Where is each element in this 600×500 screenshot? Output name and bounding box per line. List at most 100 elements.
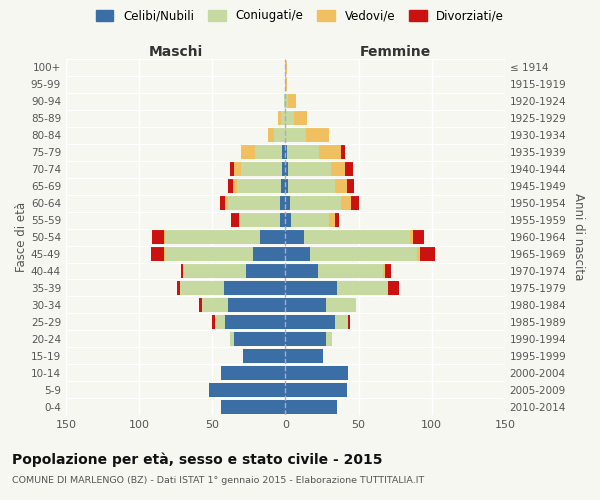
Text: Popolazione per età, sesso e stato civile - 2015: Popolazione per età, sesso e stato civil… — [12, 452, 383, 467]
Bar — [383, 264, 385, 278]
Bar — [294, 112, 307, 126]
Legend: Celibi/Nubili, Coniugati/e, Vedovi/e, Divorziati/e: Celibi/Nubili, Coniugati/e, Vedovi/e, Di… — [92, 6, 508, 26]
Bar — [385, 264, 391, 278]
Bar — [310, 247, 417, 261]
Bar — [280, 213, 286, 227]
Bar — [221, 366, 286, 380]
Bar — [212, 315, 215, 329]
Bar — [286, 60, 287, 74]
Bar — [326, 298, 356, 312]
Bar — [220, 196, 226, 210]
Bar — [228, 179, 233, 193]
Bar — [291, 213, 329, 227]
Bar — [335, 315, 348, 329]
Bar — [181, 264, 183, 278]
Bar — [246, 264, 286, 278]
Bar — [286, 146, 287, 159]
Bar — [287, 146, 319, 159]
Bar — [241, 146, 254, 159]
Bar — [228, 196, 280, 210]
Bar — [199, 298, 202, 312]
Bar — [234, 162, 241, 176]
Bar — [241, 162, 283, 176]
Bar — [164, 230, 166, 244]
Bar — [348, 315, 350, 329]
Bar — [286, 315, 335, 329]
Bar — [230, 332, 234, 346]
Bar — [286, 230, 304, 244]
Bar — [233, 179, 237, 193]
Bar — [341, 196, 351, 210]
Y-axis label: Fasce di età: Fasce di età — [15, 202, 28, 272]
Y-axis label: Anni di nascita: Anni di nascita — [572, 194, 585, 281]
Bar — [286, 112, 294, 126]
Bar — [335, 213, 340, 227]
Bar — [183, 264, 184, 278]
Bar — [283, 146, 286, 159]
Bar — [286, 213, 291, 227]
Bar — [281, 112, 286, 126]
Bar — [286, 349, 323, 362]
Bar — [288, 179, 335, 193]
Bar — [286, 298, 326, 312]
Bar — [284, 94, 286, 108]
Bar — [288, 94, 296, 108]
Bar — [278, 112, 281, 126]
Bar — [304, 230, 410, 244]
Bar — [274, 128, 286, 142]
Bar — [337, 281, 388, 295]
Bar — [331, 162, 346, 176]
Bar — [240, 213, 280, 227]
Bar — [234, 332, 286, 346]
Bar — [239, 213, 240, 227]
Bar — [260, 230, 286, 244]
Bar — [221, 400, 286, 413]
Bar — [237, 179, 281, 193]
Bar — [326, 332, 332, 346]
Bar — [226, 196, 228, 210]
Bar — [286, 162, 288, 176]
Bar — [286, 78, 287, 92]
Bar — [347, 179, 354, 193]
Bar — [228, 298, 286, 312]
Bar — [286, 400, 337, 413]
Bar — [283, 162, 286, 176]
Bar — [317, 264, 383, 278]
Bar — [420, 247, 434, 261]
Bar — [341, 146, 346, 159]
Bar — [410, 230, 413, 244]
Bar — [177, 281, 180, 295]
Bar — [286, 179, 288, 193]
Bar — [226, 315, 286, 329]
Bar — [286, 94, 288, 108]
Bar — [417, 247, 420, 261]
Bar — [286, 332, 326, 346]
Bar — [164, 247, 166, 261]
Bar — [306, 128, 329, 142]
Bar — [215, 315, 226, 329]
Bar — [290, 196, 341, 210]
Bar — [281, 179, 286, 193]
Bar — [286, 128, 306, 142]
Text: Maschi: Maschi — [149, 45, 203, 59]
Bar — [253, 247, 286, 261]
Bar — [280, 196, 286, 210]
Bar — [180, 281, 224, 295]
Bar — [151, 247, 164, 261]
Bar — [388, 281, 400, 295]
Bar — [286, 247, 310, 261]
Bar — [286, 264, 317, 278]
Bar — [286, 196, 290, 210]
Bar — [202, 298, 228, 312]
Bar — [166, 247, 253, 261]
Bar — [335, 179, 347, 193]
Bar — [351, 196, 359, 210]
Bar — [243, 349, 286, 362]
Bar — [230, 162, 234, 176]
Bar — [184, 264, 246, 278]
Text: Femmine: Femmine — [359, 45, 431, 59]
Bar — [329, 213, 335, 227]
Bar — [231, 213, 239, 227]
Bar — [413, 230, 424, 244]
Bar — [286, 366, 348, 380]
